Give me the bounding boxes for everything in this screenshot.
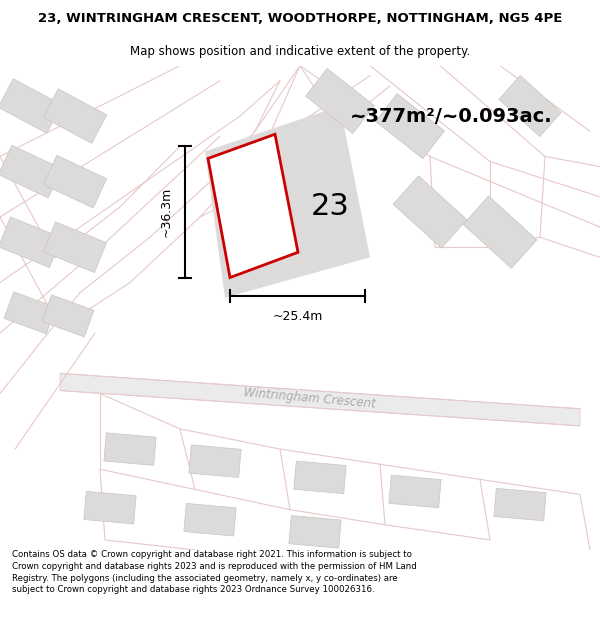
Text: ~377m²/~0.093ac.: ~377m²/~0.093ac. — [350, 107, 553, 126]
Polygon shape — [184, 504, 236, 536]
Polygon shape — [42, 295, 94, 337]
Polygon shape — [0, 145, 62, 198]
Polygon shape — [104, 433, 156, 466]
Polygon shape — [393, 176, 467, 248]
Polygon shape — [60, 373, 580, 426]
Polygon shape — [84, 491, 136, 524]
Text: ~36.3m: ~36.3m — [160, 187, 173, 237]
Text: Contains OS data © Crown copyright and database right 2021. This information is : Contains OS data © Crown copyright and d… — [12, 550, 417, 594]
Polygon shape — [189, 445, 241, 478]
Polygon shape — [494, 488, 546, 521]
Polygon shape — [499, 76, 561, 136]
Text: 23: 23 — [311, 192, 349, 221]
Text: Wintringham Crescent: Wintringham Crescent — [244, 386, 377, 411]
Polygon shape — [389, 475, 441, 508]
Polygon shape — [294, 461, 346, 494]
Polygon shape — [0, 217, 61, 268]
Polygon shape — [205, 106, 370, 298]
Text: ~25.4m: ~25.4m — [272, 310, 323, 323]
Polygon shape — [4, 292, 56, 334]
Polygon shape — [208, 134, 298, 278]
Polygon shape — [463, 196, 537, 268]
Polygon shape — [44, 222, 106, 272]
Polygon shape — [43, 155, 107, 208]
Polygon shape — [289, 516, 341, 548]
Polygon shape — [376, 94, 445, 159]
Polygon shape — [0, 79, 62, 133]
Polygon shape — [43, 89, 107, 143]
Text: 23, WINTRINGHAM CRESCENT, WOODTHORPE, NOTTINGHAM, NG5 4PE: 23, WINTRINGHAM CRESCENT, WOODTHORPE, NO… — [38, 12, 562, 25]
Text: Map shows position and indicative extent of the property.: Map shows position and indicative extent… — [130, 45, 470, 58]
Polygon shape — [305, 68, 374, 134]
